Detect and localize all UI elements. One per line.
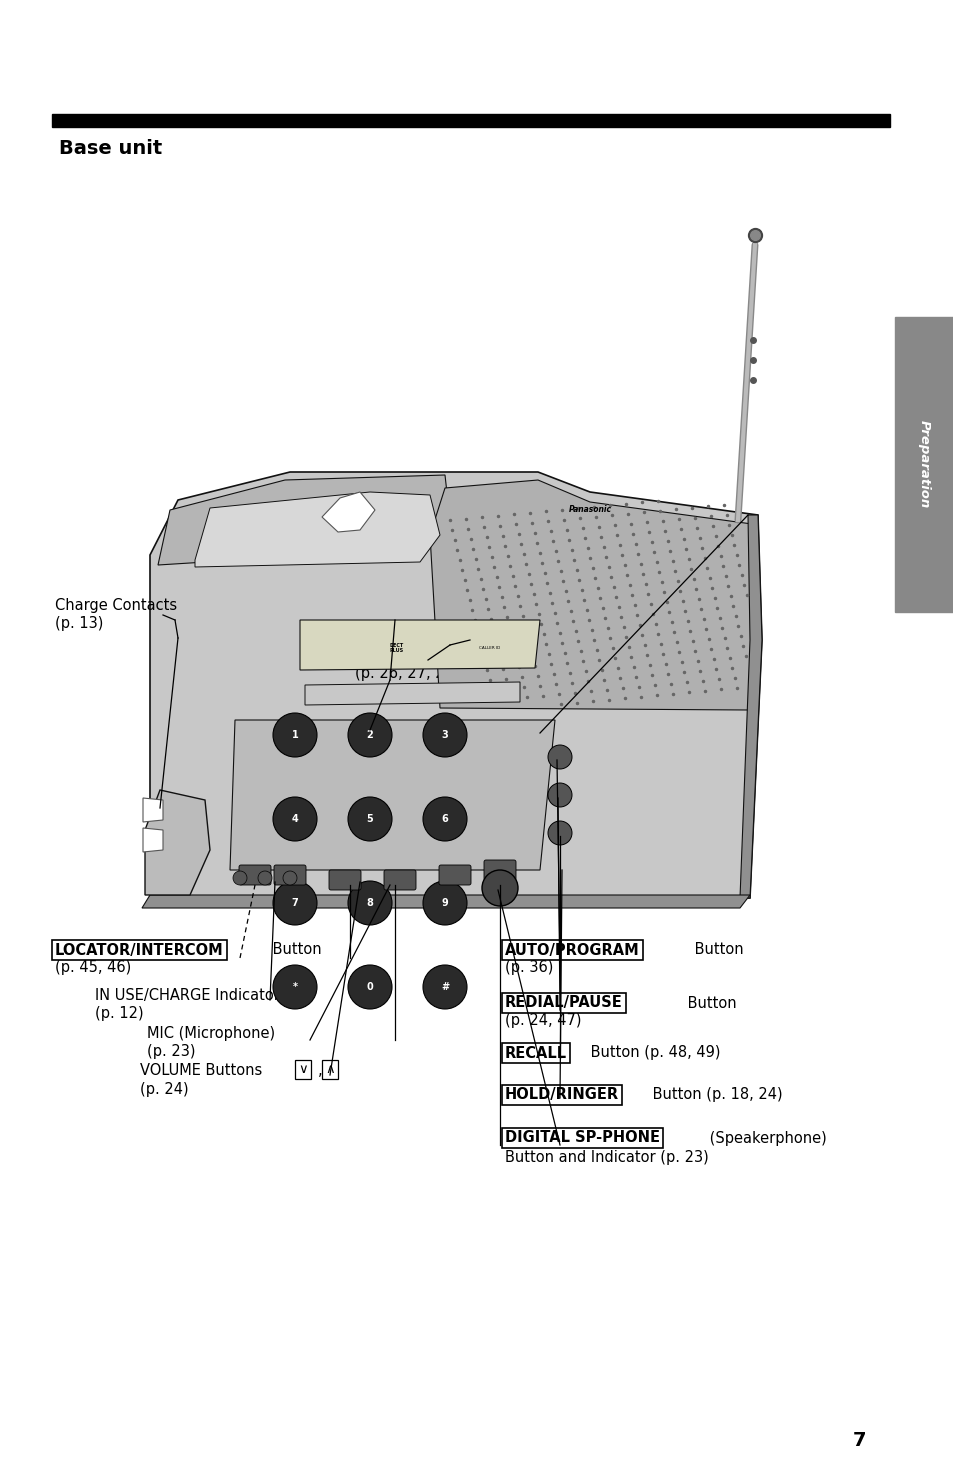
Text: #: # xyxy=(440,982,449,993)
Text: Button and Indicator (p. 23): Button and Indicator (p. 23) xyxy=(504,1150,708,1165)
Text: IN USE/CHARGE Indicator: IN USE/CHARGE Indicator xyxy=(95,988,279,1003)
Polygon shape xyxy=(145,791,210,895)
FancyBboxPatch shape xyxy=(239,864,271,885)
Text: RECALL: RECALL xyxy=(504,1046,566,1061)
Circle shape xyxy=(547,745,572,768)
Circle shape xyxy=(233,872,247,885)
Polygon shape xyxy=(158,475,450,565)
Text: 8: 8 xyxy=(366,898,373,909)
Circle shape xyxy=(422,881,467,925)
Text: DIGITAL SP-PHONE: DIGITAL SP-PHONE xyxy=(504,1130,659,1146)
Circle shape xyxy=(283,872,296,885)
Text: 2: 2 xyxy=(366,730,373,740)
Circle shape xyxy=(348,881,392,925)
Text: (p. 3, 11, 23): (p. 3, 11, 23) xyxy=(459,742,554,757)
Text: (p. 26, 27, 28): (p. 26, 27, 28) xyxy=(355,667,459,681)
Text: AUTO/PROGRAM: AUTO/PROGRAM xyxy=(504,943,639,957)
Circle shape xyxy=(422,965,467,1009)
Circle shape xyxy=(273,796,316,841)
Polygon shape xyxy=(194,493,439,566)
Text: Button (p. 18, 24): Button (p. 18, 24) xyxy=(647,1087,781,1102)
Text: ∨: ∨ xyxy=(297,1063,308,1075)
Text: (p. 24, 47): (p. 24, 47) xyxy=(504,1013,581,1028)
Text: 0: 0 xyxy=(366,982,373,993)
Polygon shape xyxy=(150,472,761,898)
Text: 7: 7 xyxy=(292,898,298,909)
Text: HOLD/RINGER: HOLD/RINGER xyxy=(504,1087,618,1102)
Text: 5: 5 xyxy=(366,814,373,825)
Text: Button: Button xyxy=(268,943,321,957)
Circle shape xyxy=(422,712,467,757)
FancyBboxPatch shape xyxy=(329,870,360,889)
Text: Charge Contacts: Charge Contacts xyxy=(55,597,177,614)
Circle shape xyxy=(422,796,467,841)
Circle shape xyxy=(547,783,572,807)
Polygon shape xyxy=(143,827,163,853)
Text: LOCATOR/INTERCOM: LOCATOR/INTERCOM xyxy=(55,943,224,957)
Text: 4: 4 xyxy=(292,814,298,825)
Polygon shape xyxy=(740,515,761,898)
Circle shape xyxy=(273,965,316,1009)
FancyBboxPatch shape xyxy=(274,864,306,885)
Polygon shape xyxy=(230,720,555,870)
Polygon shape xyxy=(299,620,539,670)
Text: 1: 1 xyxy=(292,730,298,740)
Circle shape xyxy=(348,796,392,841)
Polygon shape xyxy=(322,493,375,532)
Circle shape xyxy=(273,712,316,757)
Text: (p. 13): (p. 13) xyxy=(55,617,103,631)
Polygon shape xyxy=(305,681,519,705)
Text: Preparation: Preparation xyxy=(917,420,930,509)
Text: (Speakerphone): (Speakerphone) xyxy=(704,1130,826,1146)
Text: Button (p. 48, 49): Button (p. 48, 49) xyxy=(585,1046,720,1061)
Text: *: * xyxy=(293,982,297,993)
Circle shape xyxy=(257,872,272,885)
Text: VOLUME Buttons: VOLUME Buttons xyxy=(140,1063,267,1078)
Text: (p. 23): (p. 23) xyxy=(147,1044,195,1059)
Text: 6: 6 xyxy=(441,814,448,825)
Text: Hook (p. 50): Hook (p. 50) xyxy=(299,726,390,740)
Circle shape xyxy=(547,822,572,845)
Text: Panasonic: Panasonic xyxy=(568,506,611,515)
Text: CALLER ID: CALLER ID xyxy=(478,646,500,650)
Text: (p. 45, 46): (p. 45, 46) xyxy=(55,960,132,975)
Text: DECT
PLUS: DECT PLUS xyxy=(390,643,404,653)
Text: ∧: ∧ xyxy=(325,1063,335,1075)
Text: Button: Button xyxy=(682,996,736,1010)
Text: Base unit: Base unit xyxy=(59,139,162,158)
Polygon shape xyxy=(430,479,755,709)
Bar xyxy=(894,317,953,612)
Text: (p. 36): (p. 36) xyxy=(504,960,553,975)
Text: 3: 3 xyxy=(441,730,448,740)
Text: Antenna: Antenna xyxy=(459,726,521,740)
Bar xyxy=(52,114,889,127)
Text: MIC (Microphone): MIC (Microphone) xyxy=(147,1027,274,1041)
Circle shape xyxy=(481,870,517,906)
Text: ,: , xyxy=(317,1063,322,1078)
Text: (p. 24): (p. 24) xyxy=(140,1083,189,1097)
Polygon shape xyxy=(143,798,163,822)
FancyBboxPatch shape xyxy=(483,860,516,881)
Text: CALLER ID: CALLER ID xyxy=(355,630,451,648)
Text: 7: 7 xyxy=(852,1431,866,1450)
FancyBboxPatch shape xyxy=(384,870,416,889)
Text: 9: 9 xyxy=(441,898,448,909)
Circle shape xyxy=(348,965,392,1009)
Text: REDIAL/PAUSE: REDIAL/PAUSE xyxy=(504,996,622,1010)
Circle shape xyxy=(273,881,316,925)
FancyBboxPatch shape xyxy=(438,864,471,885)
Text: Indicator: Indicator xyxy=(355,648,419,662)
Text: (p. 12): (p. 12) xyxy=(95,1006,144,1021)
Polygon shape xyxy=(142,895,749,909)
Text: Button: Button xyxy=(689,943,742,957)
Circle shape xyxy=(348,712,392,757)
